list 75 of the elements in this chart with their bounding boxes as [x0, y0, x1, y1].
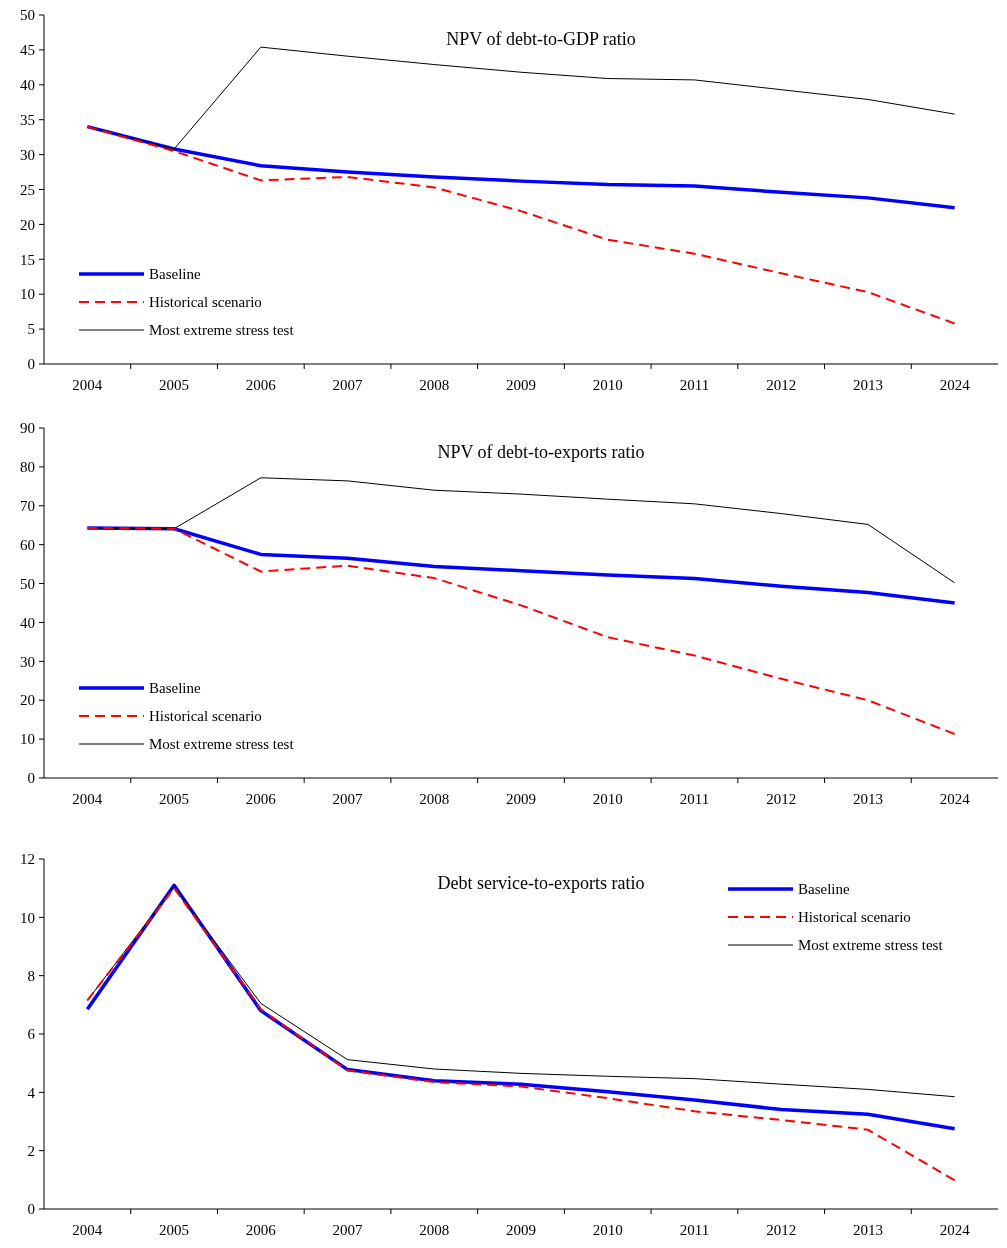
y-tick-label: 10: [20, 909, 35, 926]
text: NPV of debt-to-GDP ratio: [446, 29, 636, 49]
x-tick-label: 2008: [419, 1222, 450, 1238]
legend-label: Most extreme stress test: [149, 736, 295, 753]
x-tick-label: 2009: [506, 377, 536, 393]
x-tick-label: 2004: [72, 791, 103, 807]
x-tick-label: 2004: [72, 1222, 103, 1238]
x-tick-label: 2024: [939, 1222, 971, 1238]
y-tick-label: 60: [20, 536, 35, 553]
y-tick-label: 5: [27, 321, 35, 338]
legend-label: Historical scenario: [149, 708, 262, 725]
legend-label: Baseline: [149, 266, 201, 283]
text: Debt service-to-exports ratio: [437, 873, 645, 893]
x-tick-label: 2012: [766, 1222, 797, 1238]
x-tick-label: 2010: [592, 791, 623, 807]
y-tick-label: 70: [20, 498, 35, 515]
y-tick-label: 40: [20, 77, 35, 94]
legend-label: Historical scenario: [149, 294, 262, 311]
x-tick-label: 2009: [506, 791, 536, 807]
legend-label: Baseline: [149, 680, 201, 697]
y-tick-label: 8: [27, 967, 35, 984]
x-tick-label: 2012: [766, 791, 797, 807]
y-tick-label: 90: [20, 420, 35, 437]
y-tick-label: 20: [20, 216, 35, 233]
y-tick-label: 20: [20, 692, 35, 709]
y-tick-label: 10: [20, 731, 35, 748]
x-tick-label: 2007: [332, 377, 364, 393]
x-tick-label: 2012: [766, 377, 797, 393]
legend-label: Baseline: [798, 881, 850, 898]
legend-label: Most extreme stress test: [149, 322, 295, 339]
x-tick-label: 2011: [679, 791, 710, 807]
y-tick-label: 0: [27, 356, 35, 373]
x-tick-label: 2013: [852, 1222, 883, 1238]
x-tick-label: 2004: [72, 377, 103, 393]
y-tick-label: 80: [20, 459, 35, 476]
x-tick-label: 2008: [419, 377, 450, 393]
legend-label: Historical scenario: [798, 909, 911, 926]
x-tick-label: 2006: [245, 791, 277, 807]
x-tick-label: 2010: [592, 377, 623, 393]
y-tick-label: 6: [27, 1026, 36, 1043]
x-tick-label: 2007: [332, 1222, 364, 1238]
y-tick-label: 0: [27, 770, 35, 787]
y-tick-label: 50: [20, 575, 35, 592]
x-tick-label: 2024: [939, 377, 971, 393]
y-tick-label: 4: [27, 1084, 36, 1101]
y-tick-label: 30: [20, 146, 35, 163]
x-tick-label: 2011: [679, 1222, 710, 1238]
x-tick-label: 2013: [852, 791, 883, 807]
y-tick-label: 12: [20, 851, 35, 868]
x-tick-label: 2007: [332, 791, 364, 807]
x-tick-label: 2013: [852, 377, 883, 393]
y-tick-label: 0: [27, 1201, 35, 1218]
y-tick-label: 35: [20, 111, 35, 128]
y-tick-label: 15: [20, 251, 35, 268]
y-tick-label: 45: [20, 42, 35, 59]
x-tick-label: 2024: [939, 791, 971, 807]
x-tick-label: 2008: [419, 791, 450, 807]
legend-label: Most extreme stress test: [798, 937, 944, 954]
y-tick-label: 10: [20, 286, 35, 303]
line-series: [86, 526, 956, 736]
text: NPV of debt-to-exports ratio: [437, 442, 645, 462]
line-series: [86, 125, 956, 325]
y-tick-label: 2: [27, 1142, 35, 1159]
x-tick-label: 2005: [159, 1222, 190, 1238]
x-tick-label: 2006: [245, 377, 277, 393]
x-tick-label: 2006: [245, 1222, 277, 1238]
x-tick-label: 2005: [159, 791, 190, 807]
x-tick-label: 2005: [159, 377, 190, 393]
y-tick-label: 30: [20, 653, 35, 670]
x-tick-label: 2010: [592, 1222, 623, 1238]
x-tick-label: 2009: [506, 1222, 536, 1238]
y-tick-label: 50: [20, 7, 35, 24]
x-tick-label: 2011: [679, 377, 710, 393]
y-tick-label: 25: [20, 181, 35, 198]
y-tick-label: 40: [20, 614, 35, 631]
